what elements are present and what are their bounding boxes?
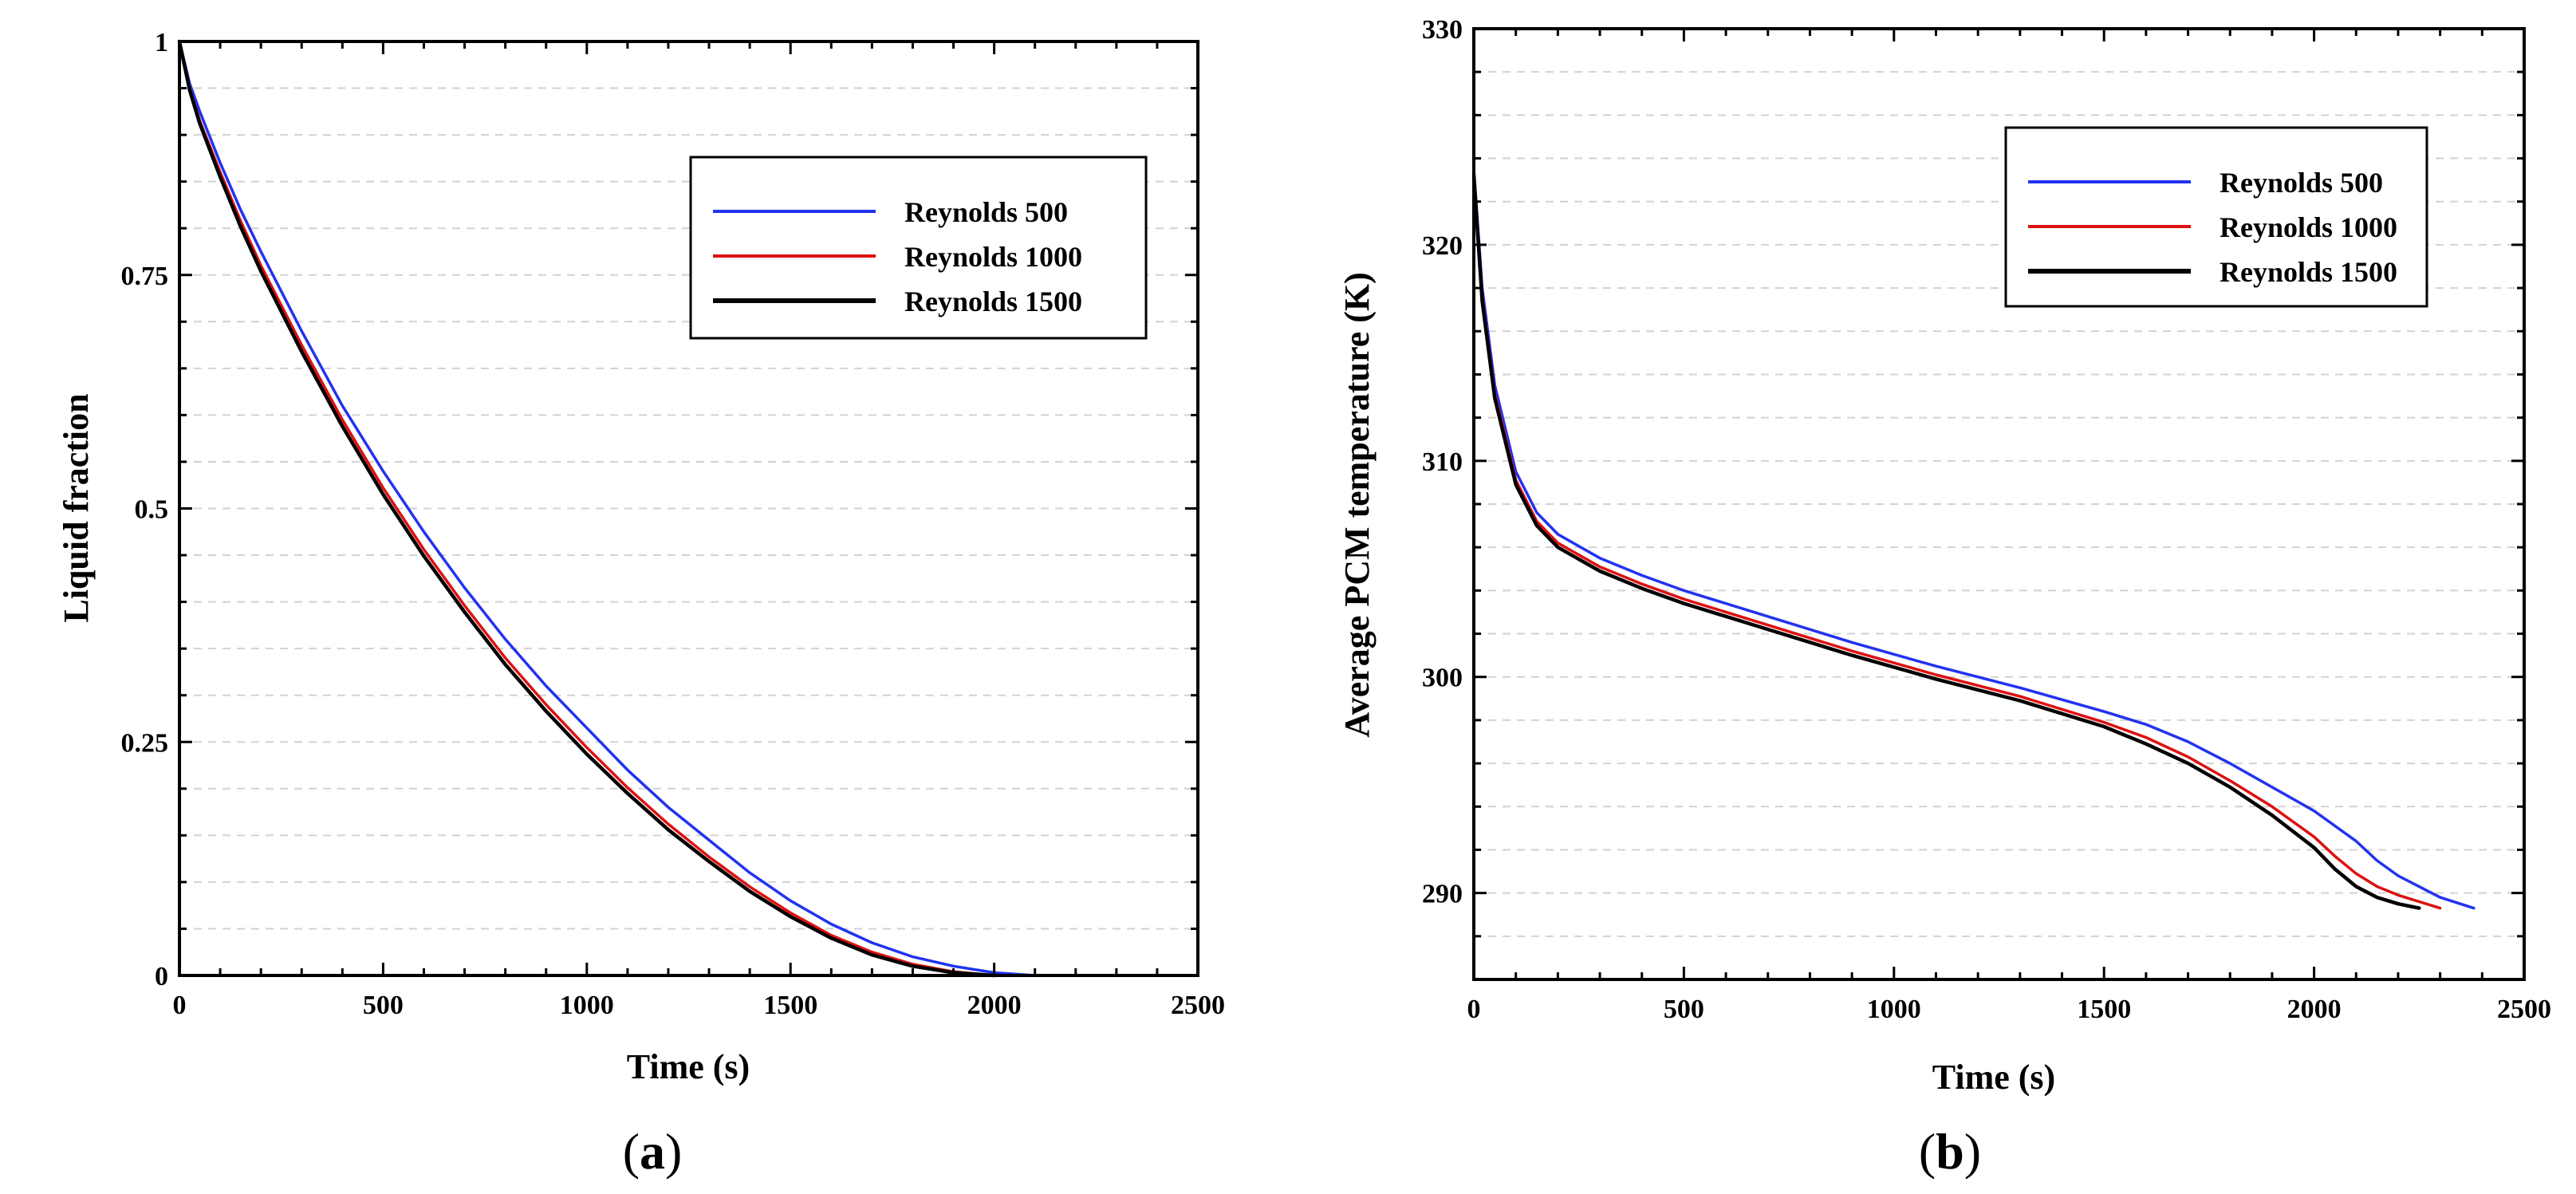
legend-item-reynolds-1500: Reynolds 1500 <box>713 286 1082 317</box>
legend-label: Reynolds 1500 <box>904 286 1082 317</box>
x-tick-label: 500 <box>1664 995 1704 1024</box>
y-axis-title: Average PCM temperature (K) <box>1337 272 1377 738</box>
y-tick-label: 330 <box>1422 15 1463 45</box>
series-line-reynolds-1500 <box>177 39 996 978</box>
grid-lines <box>1474 71 2524 937</box>
x-tick-label: 1500 <box>2077 995 2131 1024</box>
legend: Reynolds 500 Reynolds 1000 Reynolds 1500 <box>2004 126 2428 308</box>
x-tick-label: 1000 <box>1867 995 1921 1024</box>
legend-label: Reynolds 500 <box>904 196 1068 228</box>
legend-item-reynolds-500: Reynolds 500 <box>713 196 1068 228</box>
y-tick-label: 310 <box>1422 447 1463 477</box>
series-line-reynolds-1500 <box>1471 173 2421 910</box>
series-line-reynolds-500 <box>178 40 1077 977</box>
legend-label: Reynolds 500 <box>2220 167 2383 199</box>
y-tick-label: 320 <box>1422 231 1463 261</box>
tick-labels: 0 500 1000 1500 2000 2500 290 300 310 320 330 <box>1422 15 2551 1024</box>
series-lines <box>177 39 1077 978</box>
x-tick-label: 2000 <box>2287 995 2342 1024</box>
tick-marks <box>178 40 1199 977</box>
series-lines <box>1471 167 2476 910</box>
legend-item-reynolds-1000: Reynolds 1000 <box>2028 211 2397 243</box>
legend-label: Reynolds 1000 <box>904 241 1082 273</box>
legend-box <box>689 156 1148 340</box>
x-axis-title: Time (s) <box>627 1047 750 1086</box>
panel-letter: a <box>640 1123 665 1180</box>
tick-marks <box>1472 27 2526 981</box>
y-tick-label: 290 <box>1422 880 1463 909</box>
y-tick-label: 0.25 <box>121 728 169 758</box>
x-tick-label: 500 <box>363 991 404 1020</box>
x-tick-label: 1500 <box>763 991 817 1020</box>
chart-panel-a: 0 500 1000 1500 2000 2500 0 0.25 0.5 0.75 1 Time (… <box>57 28 1225 1180</box>
x-tick-label: 1000 <box>560 991 614 1020</box>
panel-letter: b <box>1936 1123 1964 1180</box>
legend-item-reynolds-1000: Reynolds 1000 <box>713 241 1082 273</box>
y-axis-title: Liquid fraction <box>57 393 96 622</box>
x-axis-title: Time (s) <box>1932 1058 2055 1097</box>
series-line-reynolds-500 <box>1472 167 2476 910</box>
legend: Reynolds 500 Reynolds 1000 Reynolds 1500 <box>689 156 1148 340</box>
series-line-reynolds-1000 <box>178 40 1016 977</box>
panel-caption: (b) <box>1919 1123 1981 1180</box>
x-tick-label: 0 <box>173 991 187 1020</box>
legend-item-reynolds-500: Reynolds 500 <box>2028 167 2383 199</box>
y-tick-label: 0 <box>155 962 168 991</box>
legend-box <box>2004 126 2428 308</box>
x-tick-label: 2000 <box>967 991 1022 1020</box>
series-line-reynolds-1000 <box>1472 171 2442 910</box>
y-tick-label: 0.75 <box>121 262 169 291</box>
panel-caption: (a) <box>623 1123 683 1180</box>
x-tick-label: 0 <box>1467 995 1481 1024</box>
legend-label: Reynolds 1500 <box>2220 256 2397 288</box>
tick-labels: 0 500 1000 1500 2000 2500 0 0.25 0.5 0.75 1 <box>121 28 1226 1020</box>
y-tick-label: 300 <box>1422 664 1463 693</box>
legend-item-reynolds-1500: Reynolds 1500 <box>2028 256 2397 288</box>
x-tick-label: 2500 <box>1171 991 1225 1020</box>
x-tick-label: 2500 <box>2497 995 2551 1024</box>
y-tick-label: 1 <box>155 28 168 57</box>
chart-panel-b: 0 500 1000 1500 2000 2500 290 300 310 320 330 Time… <box>1337 15 2551 1180</box>
y-tick-label: 0.5 <box>135 495 169 525</box>
legend-label: Reynolds 1000 <box>2220 211 2397 243</box>
